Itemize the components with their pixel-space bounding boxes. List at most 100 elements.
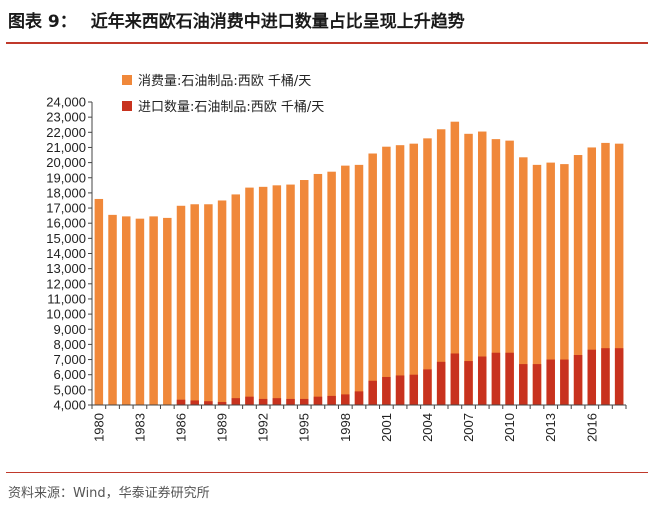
x-tick-label: 2007 bbox=[461, 413, 476, 442]
import-bar bbox=[190, 400, 199, 405]
consumption-bar bbox=[601, 142, 610, 405]
y-tick-label: 24,000 bbox=[46, 95, 86, 110]
import-bar bbox=[505, 352, 514, 405]
consumption-bar bbox=[423, 138, 432, 406]
consumption-bar bbox=[409, 143, 419, 405]
consumption-bar bbox=[573, 155, 583, 405]
import-bar bbox=[231, 398, 241, 405]
y-tick-label: 12,000 bbox=[46, 276, 86, 291]
import-bar bbox=[382, 376, 391, 405]
y-tick-label: 9,000 bbox=[53, 322, 86, 337]
y-tick-label: 13,000 bbox=[46, 261, 86, 276]
footer-rule bbox=[6, 472, 648, 473]
y-tick-label: 4,000 bbox=[53, 398, 86, 413]
import-bar bbox=[395, 375, 405, 405]
y-tick-label: 22,000 bbox=[46, 125, 86, 140]
y-tick-label: 15,000 bbox=[46, 231, 86, 246]
consumption-bar bbox=[286, 184, 295, 405]
import-bar bbox=[464, 361, 473, 405]
legend-swatch bbox=[122, 101, 132, 111]
consumption-bar bbox=[176, 205, 186, 405]
y-tick-label: 5,000 bbox=[53, 382, 86, 397]
import-bar bbox=[176, 399, 186, 405]
figure-title: 近年来西欧石油消费中进口数量占比呈现上升趋势 bbox=[90, 11, 465, 32]
import-bar bbox=[614, 348, 624, 405]
consumption-bar bbox=[299, 180, 309, 405]
import-bar bbox=[423, 369, 432, 405]
consumption-bar bbox=[477, 131, 487, 405]
consumption-bar bbox=[395, 145, 405, 405]
x-tick-label: 1989 bbox=[215, 413, 230, 442]
import-bar bbox=[299, 398, 309, 405]
x-tick-label: 1983 bbox=[132, 413, 147, 442]
consumption-bar bbox=[245, 187, 254, 405]
consumption-bar bbox=[341, 165, 350, 405]
source-note: 资料来源：Wind，华泰证券研究所 bbox=[8, 486, 210, 501]
x-tick-label: 2001 bbox=[379, 413, 394, 442]
consumption-bar bbox=[163, 217, 172, 405]
consumption-bar bbox=[382, 146, 391, 405]
consumption-bar bbox=[327, 171, 336, 405]
y-tick-label: 16,000 bbox=[46, 216, 86, 231]
consumption-bar bbox=[135, 218, 145, 405]
import-bar bbox=[532, 364, 542, 405]
consumption-bar bbox=[532, 164, 542, 405]
import-bar bbox=[217, 401, 227, 405]
y-tick-label: 11,000 bbox=[47, 291, 86, 306]
y-tick-label: 14,000 bbox=[46, 246, 86, 261]
consumption-bar bbox=[121, 216, 131, 405]
y-tick-label: 10,000 bbox=[46, 307, 86, 322]
consumption-bar bbox=[149, 216, 158, 405]
consumption-bar bbox=[519, 157, 528, 405]
import-bar bbox=[601, 348, 610, 405]
y-tick-label: 17,000 bbox=[46, 201, 86, 216]
import-bar bbox=[354, 391, 364, 405]
consumption-bar bbox=[94, 198, 104, 405]
bar-chart: 4,0005,0006,0007,0008,0009,00010,00011,0… bbox=[46, 74, 627, 442]
import-bar bbox=[450, 353, 460, 405]
import-bar bbox=[546, 359, 555, 405]
header-rule bbox=[6, 42, 648, 44]
y-tick-label: 6,000 bbox=[53, 367, 86, 382]
consumption-bar bbox=[272, 185, 282, 405]
y-tick-label: 20,000 bbox=[46, 155, 86, 170]
x-tick-label: 1992 bbox=[256, 413, 271, 442]
import-bar bbox=[341, 394, 350, 405]
import-bar bbox=[368, 380, 377, 405]
consumption-bar bbox=[108, 214, 117, 405]
import-bar bbox=[491, 352, 501, 405]
import-bar bbox=[409, 374, 419, 405]
import-bar bbox=[204, 401, 213, 405]
x-tick-label: 2013 bbox=[543, 413, 558, 442]
consumption-bar bbox=[258, 186, 268, 405]
y-tick-label: 19,000 bbox=[46, 170, 86, 185]
import-bar bbox=[519, 364, 528, 405]
consumption-bar bbox=[505, 140, 514, 405]
consumption-bar bbox=[614, 143, 624, 405]
figure-number: 图表 9： bbox=[8, 11, 77, 32]
import-bar bbox=[327, 395, 336, 405]
consumption-bar bbox=[313, 173, 323, 405]
y-tick-label: 7,000 bbox=[53, 352, 86, 367]
consumption-bar bbox=[560, 164, 569, 405]
import-bar bbox=[436, 361, 446, 405]
consumption-bar bbox=[587, 147, 597, 405]
consumption-bar bbox=[450, 121, 460, 405]
consumption-bar bbox=[217, 200, 227, 405]
consumption-bar bbox=[354, 164, 364, 405]
x-tick-label: 1980 bbox=[91, 413, 106, 442]
consumption-bar bbox=[436, 129, 446, 405]
consumption-bar bbox=[204, 204, 213, 405]
consumption-bar bbox=[546, 162, 555, 405]
x-tick-label: 1998 bbox=[338, 413, 353, 442]
import-bar bbox=[477, 356, 487, 405]
figure-header: 图表 9： 近年来西欧石油消费中进口数量占比呈现上升趋势 bbox=[8, 6, 465, 32]
x-tick-label: 2010 bbox=[502, 413, 517, 442]
x-tick-label: 2004 bbox=[420, 413, 435, 442]
x-tick-label: 1995 bbox=[297, 413, 312, 442]
y-tick-label: 23,000 bbox=[46, 110, 86, 125]
consumption-bar bbox=[368, 153, 377, 405]
legend-label: 进口数量:石油制品:西欧 千桶/天 bbox=[138, 100, 324, 115]
y-tick-label: 21,000 bbox=[46, 140, 86, 155]
import-bar bbox=[560, 359, 569, 405]
